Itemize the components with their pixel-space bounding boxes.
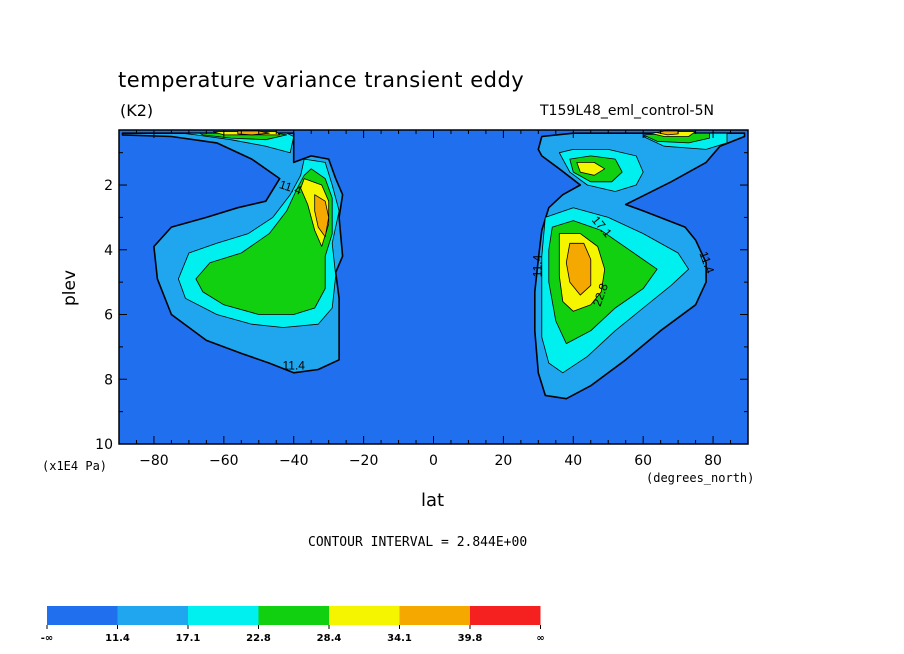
contour-region-level-3 [195,168,333,315]
contour-region-level-4 [576,162,606,176]
contour-label: 11.4 [278,177,304,197]
contour-label: 11.4 [282,358,305,372]
x-tick-label: −20 [349,453,379,469]
units-label: (K2) [120,101,154,120]
colorbar-label: 22.8 [246,633,271,644]
colorbar-label: 11.4 [105,633,130,644]
y-axis-label: plev [60,269,80,306]
x-tick-label: 80 [704,453,722,469]
x-tick-label: −40 [279,453,309,469]
contour-fills [121,130,746,400]
colorbar-swatch [470,606,541,625]
x-tick-label: 40 [564,453,582,469]
colorbar-label: 28.4 [317,633,342,644]
y-axis-units: (x1E4 Pa) [42,459,108,473]
colorbar-label: 34.1 [387,633,412,644]
colorbar-swatch [188,606,259,625]
colorbar-swatch [258,606,329,625]
colorbar-label: 39.8 [458,633,483,644]
colorbar-swatch [399,606,470,625]
x-tick-label: −60 [209,453,239,469]
colorbar-label: ∞ [536,633,544,644]
colorbar-label: -∞ [41,633,53,644]
y-tick-label: 4 [104,243,113,259]
x-tick-label: −80 [139,453,169,469]
colorbar: -∞ 11.4 17.1 22.8 28.4 34.1 39.8 ∞ [41,606,545,644]
y-tick-label: 2 [104,178,113,194]
contour-region-level-5 [565,242,592,296]
x-tick-label: 0 [429,453,438,469]
colorbar-swatch [47,606,118,625]
y-tick-label: 6 [104,308,113,324]
colorbar-swatch [117,606,188,625]
x-tick-label: 20 [494,453,512,469]
colorbar-label: 17.1 [176,633,201,644]
y-tick-label: 8 [104,372,113,388]
contour-interval-label: CONTOUR INTERVAL = 2.844E+00 [308,535,528,550]
x-axis-label: lat [421,490,445,511]
chart-title: temperature variance transient eddy [118,68,525,92]
x-axis-units: (degrees_north) [646,471,755,485]
run-name: T159L48_eml_control-5N [540,103,714,119]
colorbar-swatch [329,606,400,625]
contour-region-level-5 [314,194,330,238]
y-tick-label: 10 [95,437,113,453]
x-tick-label: 60 [634,453,652,469]
contour-region-level-5 [237,130,270,136]
axis-ticks: −80 −60 −40 −20 0 20 40 60 80 2 4 6 8 10 [95,130,749,469]
contour-label: 11.4 [531,254,545,277]
